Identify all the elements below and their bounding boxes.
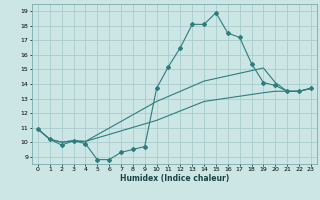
X-axis label: Humidex (Indice chaleur): Humidex (Indice chaleur) [120,174,229,183]
